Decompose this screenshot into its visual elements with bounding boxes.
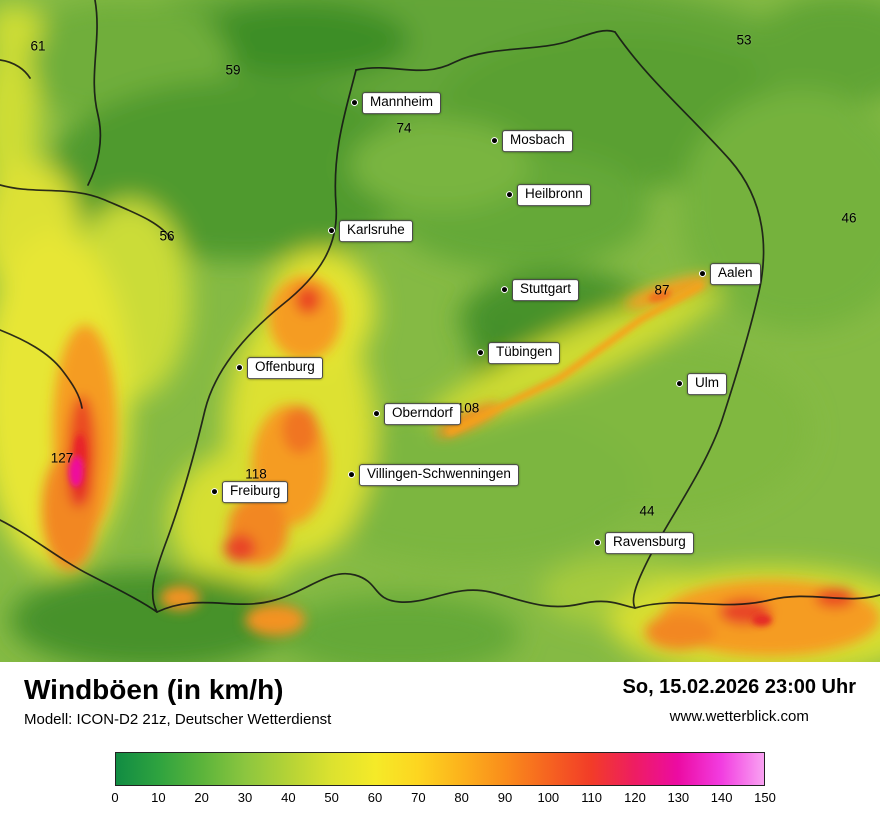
legend-tick: 130 [667, 790, 690, 805]
city-marker-t-bingen: Tübingen [477, 342, 561, 364]
city-label: Tübingen [488, 342, 561, 364]
legend-tick: 120 [624, 790, 646, 805]
legend-tick: 40 [281, 790, 296, 805]
legend-tick: 70 [411, 790, 426, 805]
city-marker-aalen: Aalen [699, 263, 761, 285]
wind-value: 56 [159, 228, 175, 244]
city-marker-ulm: Ulm [676, 373, 727, 395]
city-marker-karlsruhe: Karlsruhe [328, 220, 413, 242]
info-right: So, 15.02.2026 23:00 Uhr www.wetterblick… [623, 674, 856, 725]
city-dot-icon [491, 137, 498, 145]
weather-map: 61 59 74 53 56 46 87 108 127 118 44 Mannheim Mosbac… [0, 0, 880, 662]
legend-tick: 10 [151, 790, 166, 805]
city-dot-icon [211, 488, 218, 496]
city-label: Freiburg [222, 481, 289, 503]
map-art [0, 0, 880, 662]
legend-tick: 150 [754, 790, 776, 805]
wind-value: 74 [396, 120, 412, 136]
map-datetime: So, 15.02.2026 23:00 Uhr [622, 676, 856, 698]
info-bar: Windböen (in km/h) Modell: ICON-D2 21z, … [0, 662, 880, 728]
city-label: Heilbronn [517, 184, 591, 206]
wind-value: 87 [654, 282, 670, 298]
city-marker-heilbronn: Heilbronn [506, 184, 591, 206]
wind-value: 108 [456, 400, 480, 416]
wind-value: 46 [841, 210, 857, 226]
legend-tick: 30 [237, 790, 253, 805]
city-label: Karlsruhe [339, 220, 413, 242]
map-peak-spots [69, 282, 772, 626]
legend-tick: 90 [497, 790, 513, 805]
legend-tick: 100 [537, 790, 560, 805]
city-label: Ulm [687, 373, 727, 395]
legend-tick: 50 [324, 790, 339, 805]
legend-tick: 80 [454, 790, 469, 805]
city-marker-freiburg: Freiburg [211, 481, 289, 503]
info-left: Windböen (in km/h) Modell: ICON-D2 21z, … [24, 674, 331, 728]
city-dot-icon [594, 539, 601, 547]
city-marker-mosbach: Mosbach [491, 130, 573, 152]
wind-value: 44 [639, 503, 655, 519]
city-marker-oberndorf: Oberndorf [373, 403, 461, 425]
wind-value: 61 [30, 38, 46, 54]
legend-tick-labels: 0 10 20 30 40 50 60 70 80 90 100 110 120 130 140 150 [111, 790, 775, 808]
city-marker-mannheim: Mannheim [351, 92, 442, 114]
city-dot-icon [699, 270, 706, 278]
city-dot-icon [236, 364, 243, 372]
city-marker-ravensburg: Ravensburg [594, 532, 694, 554]
city-dot-icon [506, 191, 513, 199]
map-gust-hotspots [42, 275, 880, 656]
city-label: Offenburg [247, 357, 323, 379]
wind-value: 127 [50, 450, 74, 466]
legend-tick: 140 [710, 790, 733, 805]
city-dot-icon [348, 471, 355, 479]
city-marker-villingen-schwenningen: Villingen-Schwenningen [348, 464, 519, 486]
map-title: Windböen (in km/h) [24, 674, 284, 705]
legend-tick: 60 [367, 790, 383, 805]
city-label: Ravensburg [605, 532, 694, 554]
city-label: Mannheim [362, 92, 442, 114]
city-dot-icon [373, 410, 380, 418]
legend-tick: 20 [194, 790, 209, 805]
city-dot-icon [501, 286, 508, 294]
wind-value: 118 [245, 466, 267, 482]
city-marker-offenburg: Offenburg [236, 357, 323, 379]
city-label: Oberndorf [384, 403, 461, 425]
city-label: Stuttgart [512, 279, 580, 301]
model-info: Modell: ICON-D2 21z, Deutscher Wetterdie… [24, 711, 332, 728]
city-label: Villingen-Schwenningen [359, 464, 519, 486]
wind-value: 59 [225, 62, 241, 78]
legend-tick: 110 [581, 790, 603, 805]
wind-speed-legend: 0 10 20 30 40 50 60 70 80 90 100 110 120 130 140 150 [111, 752, 776, 808]
city-label: Aalen [710, 263, 761, 285]
wind-value: 53 [736, 32, 752, 48]
city-marker-stuttgart: Stuttgart [501, 279, 580, 301]
city-label: Mosbach [502, 130, 573, 152]
city-dot-icon [351, 99, 358, 107]
website-url: www.wetterblick.com [669, 708, 809, 725]
city-dot-icon [676, 380, 683, 388]
legend-tick: 0 [111, 790, 119, 805]
legend-gradient-bar [115, 752, 765, 786]
city-dot-icon [328, 227, 335, 235]
city-dot-icon [477, 349, 484, 357]
